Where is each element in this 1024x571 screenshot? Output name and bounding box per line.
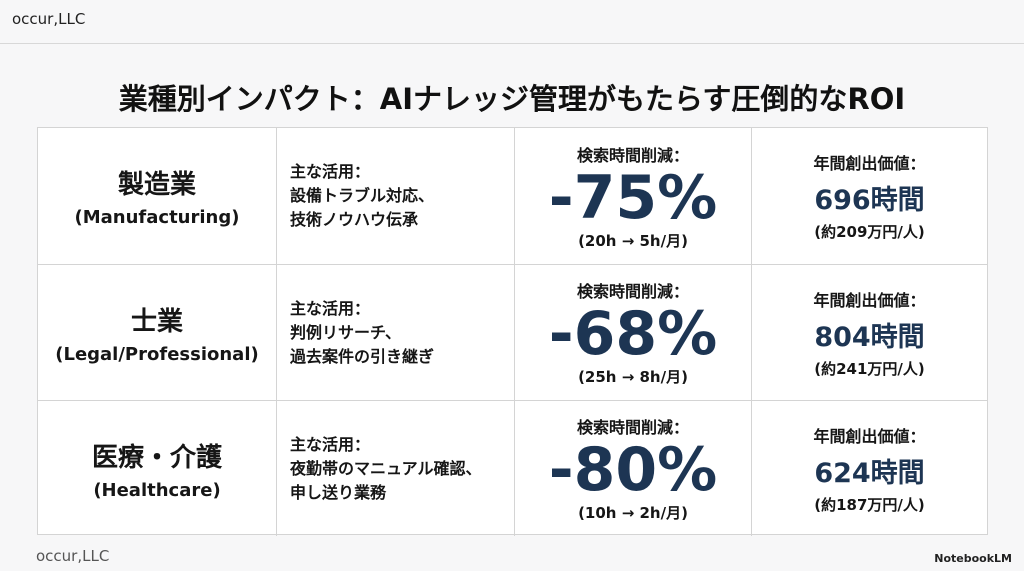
table: 製造業 (Manufacturing) 主な活用： 設備トラブル対応、 技術ノウハウ伝承… [37, 127, 988, 536]
table-row: 製造業 (Manufacturing) 主な活用： 設備トラブル対応、 技術ノウハウ伝承… [38, 128, 987, 264]
reduction-detail: (25h → 8h/月) [578, 368, 688, 386]
reduction-label: 検索時間削減： [576, 145, 689, 165]
value-label: 年間創出価値： [813, 426, 926, 446]
table-cell: 年間創出価値： 696時間 (約209万円/人) [751, 128, 987, 264]
use-line: 過去案件の引き継ぎ [290, 346, 435, 366]
use-line: 技術ノウハウ伝承 [290, 210, 419, 229]
use-line: 判例リサーチ、 [290, 322, 402, 342]
use-label: 主な活用： [290, 434, 371, 454]
table-cell: 主な活用： 夜勤帯のマニュアル確認、 申し送り業務 [276, 401, 514, 536]
table-cell: 年間創出価値： 624時間 (約187万円/人) [751, 401, 987, 536]
table-row: 士業 (Legal/Professional) 主な活用： 判例リサーチ、過去案件の引… [38, 264, 987, 400]
table-cell: 製造業 (Manufacturing) [38, 128, 276, 264]
table-cell: 医療・介護 (Healthcare) [38, 401, 276, 536]
reduction-detail: (20h → 5h/月) [578, 231, 688, 250]
reduction: -80% [548, 435, 718, 505]
industry: 医療・介護 [91, 442, 222, 473]
value-detail: (約187万円/人) [814, 495, 925, 514]
table-cell: 年間創出価値： 804時間 (約241万円/人) [751, 265, 987, 400]
use-label: 主な活用： [290, 298, 371, 318]
reduction-label: 検索時間削減： [576, 282, 689, 301]
slide-title: 業種別インパクト：AIナレッジ管理がもたらす圧倒的なROI [118, 82, 906, 116]
table-row: 医療・介護 (Healthcare) 主な活用： 夜勤帯のマニュアル確認、 申し送り業務… [38, 400, 987, 536]
table-cell: 士業 (Legal/Professional) [38, 265, 276, 400]
value: 804時間 [814, 321, 925, 353]
use-line: 夜勤帯のマニュアル確認、 [290, 458, 482, 478]
value-detail: (約209万円/人) [814, 223, 925, 241]
reduction: -68% [548, 299, 718, 369]
value: 624時間 [814, 457, 925, 489]
use-line: 設備トラブル対応、 [290, 186, 435, 205]
industry-en: (Manufacturing) [74, 207, 240, 228]
watermark: NotebookLM [934, 552, 1012, 565]
industry: 製造業 [117, 170, 196, 200]
footer-brand: occur,LLC [36, 547, 110, 565]
table-cell: 主な活用： 設備トラブル対応、 技術ノウハウ伝承 [276, 128, 514, 264]
value: 696時間 [814, 185, 925, 216]
reduction-detail: (10h → 2h/月) [578, 504, 688, 522]
value-label: 年間創出価値： [813, 154, 926, 173]
use-label: 主な活用： [290, 162, 371, 181]
table-cell: 検索時間削減： -75% (20h → 5h/月) [514, 128, 751, 264]
industry-en: (Healthcare) [93, 479, 221, 501]
value-detail: (約241万円/人) [814, 359, 925, 378]
industry: 士業 [130, 306, 183, 337]
table-cell: 検索時間削減： -80% (10h → 2h/月) [514, 401, 751, 536]
table-cell: 主な活用： 判例リサーチ、過去案件の引き継ぎ [276, 265, 514, 400]
reduction: -75% [548, 162, 718, 233]
reduction-label: 検索時間削減： [576, 418, 689, 437]
use-line: 申し送り業務 [290, 482, 387, 502]
divider [0, 43, 1024, 44]
industry-en: (Legal/Professional) [55, 343, 259, 365]
brand: occur,LLC [12, 10, 86, 28]
table-cell: 検索時間削減： -68% (25h → 8h/月) [514, 265, 751, 400]
value-label: 年間創出価値： [813, 290, 926, 310]
